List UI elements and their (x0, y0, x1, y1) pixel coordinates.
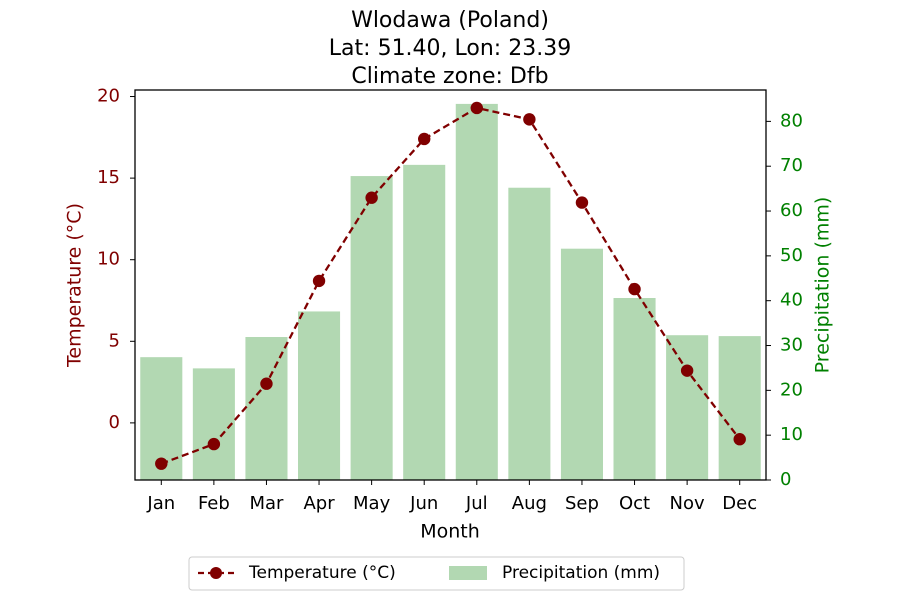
left-tick-label: 15 (97, 167, 120, 188)
chart-title: Wlodawa (Poland) Lat: 51.40, Lon: 23.39 … (329, 8, 571, 89)
x-tick-label: Dec (722, 493, 757, 514)
temperature-line (160, 106, 741, 465)
left-tick-label: 10 (97, 249, 120, 270)
temperature-point (628, 282, 641, 296)
precipitation-bar (718, 336, 761, 480)
x-tick-label: Mar (249, 493, 284, 514)
precipitation-bar (298, 311, 341, 480)
precipitation-bar (666, 335, 709, 480)
x-tick-label: Sep (565, 493, 599, 514)
x-tick-label: Oct (619, 493, 650, 514)
x-tick-label: Feb (198, 493, 230, 514)
right-tick-label: 60 (780, 200, 803, 221)
left-axis-ticks: 0 5 10 15 20 (97, 86, 135, 433)
x-axis-ticks: Jan Feb Mar Apr May Jun Jul Aug Sep Oct Nov Dec (146, 480, 757, 514)
temperature-point (575, 196, 589, 209)
right-tick-label: 50 (780, 245, 803, 266)
x-tick-label: Jun (409, 493, 438, 514)
right-tick-label: 40 (780, 290, 803, 311)
temperature-point (365, 191, 378, 204)
x-tick-label: Jul (465, 493, 488, 514)
x-tick-label: May (353, 493, 391, 514)
right-axis-ticks: 0 10 20 30 40 50 60 70 80 (766, 110, 803, 490)
legend-precipitation-label: Precipitation (mm) (502, 563, 660, 583)
left-tick-label: 5 (109, 330, 120, 351)
right-tick-label: 10 (780, 424, 803, 445)
precipitation-bars (140, 103, 761, 481)
temperature-series (155, 101, 746, 470)
x-tick-label: Aug (512, 493, 547, 514)
right-tick-label: 0 (780, 469, 791, 490)
right-tick-label: 30 (780, 335, 803, 356)
temperature-point (680, 364, 694, 377)
x-tick-label: Nov (670, 493, 705, 514)
precipitation-bar (245, 337, 288, 480)
precipitation-bar (508, 187, 551, 481)
temperature-point (470, 101, 483, 115)
precipitation-bar (192, 368, 235, 480)
legend-box (188, 556, 685, 591)
precipitation-bar (613, 298, 656, 480)
temperature-point (523, 113, 536, 126)
temperature-point (733, 433, 746, 446)
right-tick-label: 20 (780, 379, 803, 400)
right-axis-label: Precipitation (mm) (812, 197, 834, 374)
title-line-3: Climate zone: Dfb (351, 64, 548, 89)
plot-frame (134, 89, 767, 481)
x-axis-label: Month (420, 521, 480, 543)
legend: Temperature (°C) Precipitation (mm) (188, 556, 685, 591)
left-tick-label: 20 (97, 86, 120, 107)
title-line-2: Lat: 51.40, Lon: 23.39 (329, 36, 571, 61)
right-tick-label: 70 (780, 155, 803, 176)
legend-temperature-marker (210, 567, 222, 579)
legend-temperature-label: Temperature (°C) (248, 563, 396, 583)
precipitation-bar (455, 103, 498, 481)
title-line-1: Wlodawa (Poland) (351, 8, 549, 33)
precipitation-bar (403, 164, 446, 481)
x-tick-label: Jan (146, 493, 175, 514)
left-axis-label: Temperature (°C) (64, 203, 86, 368)
left-tick-label: 0 (109, 412, 120, 433)
right-tick-label: 80 (780, 110, 803, 131)
temperature-point (260, 377, 273, 390)
temperature-point (418, 132, 431, 146)
temperature-point (155, 457, 168, 470)
legend-precipitation-swatch (449, 566, 487, 580)
precipitation-bar (350, 176, 393, 480)
temperature-point (207, 437, 221, 451)
precipitation-bar (560, 248, 603, 480)
temperature-point (312, 274, 326, 288)
x-tick-label: Apr (303, 493, 335, 514)
